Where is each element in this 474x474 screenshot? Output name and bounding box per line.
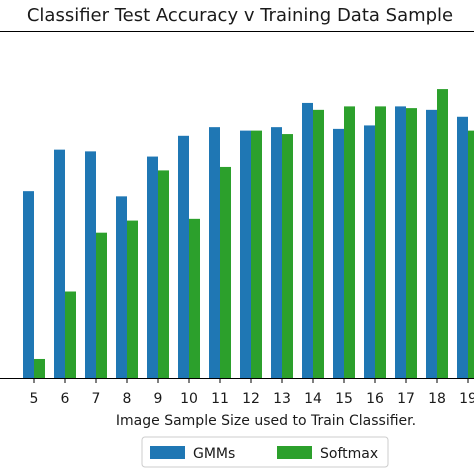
x-tick-label-7: 7 <box>92 391 101 407</box>
x-tick-label-6: 6 <box>61 391 70 407</box>
x-tick-label-10: 10 <box>180 391 198 407</box>
bar-softmax-16 <box>375 106 386 378</box>
chart-title: Classifier Test Accuracy v Training Data… <box>27 5 453 26</box>
bars-group <box>23 89 474 379</box>
bar-gmms-17 <box>395 106 406 378</box>
bar-gmms-7 <box>85 151 96 378</box>
bar-gmms-5 <box>23 191 34 378</box>
bar-gmms-6 <box>54 149 65 378</box>
x-tick-label-9: 9 <box>154 391 163 407</box>
x-tick-label-16: 16 <box>366 391 384 407</box>
legend-label-softmax: Softmax <box>320 446 378 462</box>
x-tick-label-18: 18 <box>428 391 446 407</box>
bar-softmax-14 <box>313 109 324 378</box>
legend-swatch-softmax <box>277 446 312 459</box>
bar-softmax-9 <box>158 170 169 378</box>
bar-softmax-5 <box>34 358 45 378</box>
bar-softmax-12 <box>251 130 262 378</box>
legend-frame <box>141 436 389 468</box>
bar-softmax-18 <box>437 89 448 378</box>
bar-gmms-14 <box>302 102 313 379</box>
bar-softmax-6 <box>65 291 76 378</box>
bar-gmms-13 <box>271 127 282 379</box>
bar-gmms-16 <box>364 125 375 378</box>
bar-gmms-10 <box>178 135 189 378</box>
bar-gmms-19 <box>457 116 468 379</box>
bar-softmax-10 <box>189 218 200 378</box>
bar-gmms-8 <box>116 196 127 378</box>
x-tick-label-5: 5 <box>30 391 39 407</box>
x-tick-label-11: 11 <box>211 391 229 407</box>
x-tick-label-14: 14 <box>304 391 322 407</box>
x-tick-label-17: 17 <box>397 391 415 407</box>
bar-gmms-18 <box>426 109 437 378</box>
x-tick-label-15: 15 <box>335 391 353 407</box>
bar-gmms-11 <box>209 127 220 379</box>
bar-softmax-8 <box>127 220 138 378</box>
x-axis-label: Image Sample Size used to Train Classifi… <box>116 413 416 429</box>
bar-softmax-7 <box>96 232 107 378</box>
bar-gmms-12 <box>240 130 251 378</box>
x-ticks-group: 5 6 7 8 9 10 11 12 13 14 15 16 17 18 19 <box>30 378 474 407</box>
bar-softmax-19 <box>468 130 474 378</box>
legend-label-gmms: GMMs <box>193 446 235 462</box>
bar-softmax-11 <box>220 166 231 378</box>
x-tick-label-12: 12 <box>242 391 260 407</box>
x-tick-label-13: 13 <box>273 391 291 407</box>
legend: GMMs Softmax <box>141 436 389 468</box>
x-tick-label-8: 8 <box>123 391 132 407</box>
legend-swatch-gmms <box>150 446 185 459</box>
bar-softmax-17 <box>406 108 417 379</box>
bar-softmax-13 <box>282 134 293 378</box>
bar-gmms-15 <box>333 128 344 378</box>
bar-softmax-15 <box>344 106 355 378</box>
bar-gmms-9 <box>147 156 158 378</box>
x-tick-label-19: 19 <box>459 391 474 407</box>
